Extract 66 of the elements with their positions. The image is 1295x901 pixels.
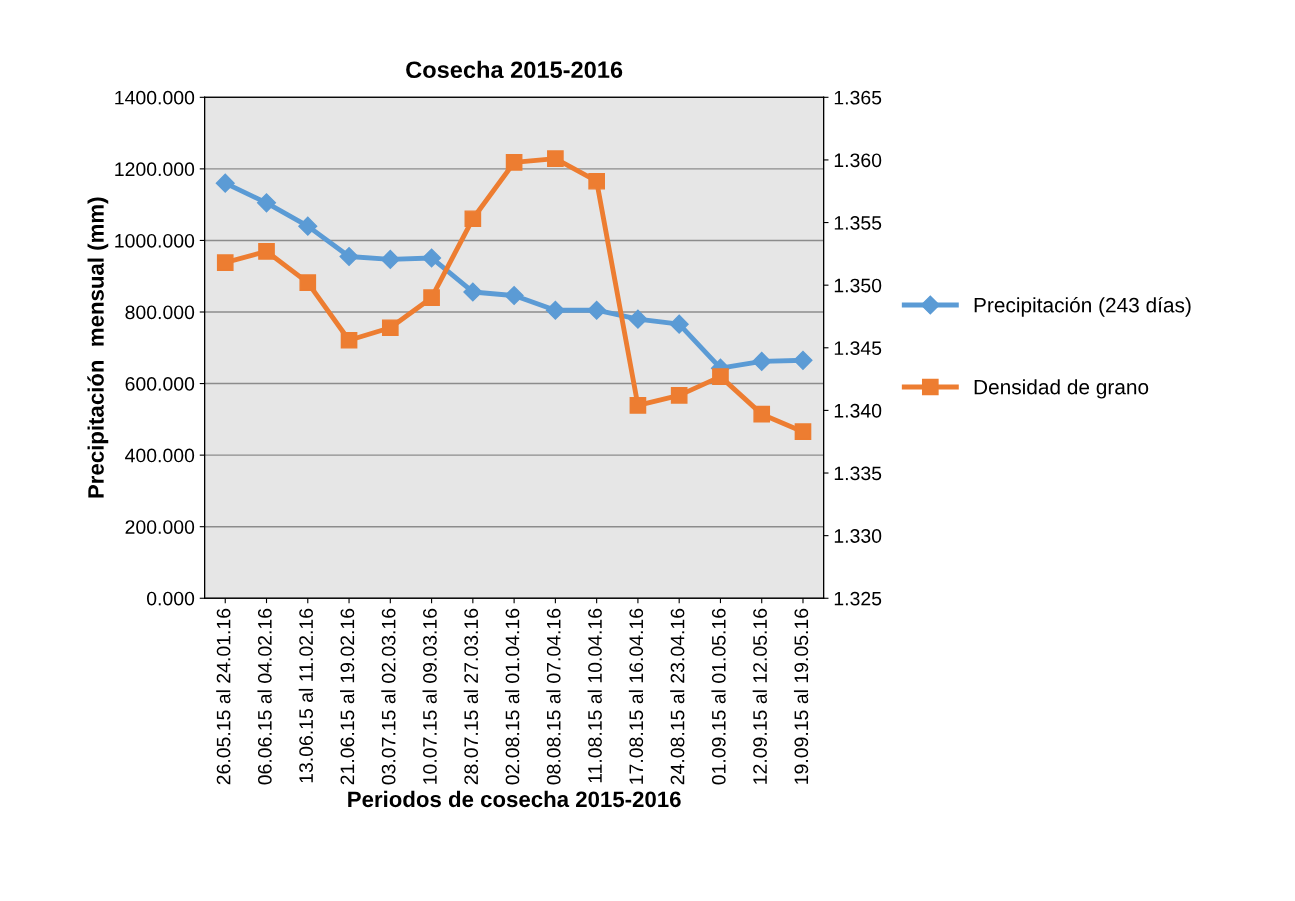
- x-tick-label: 19.09.15 al 19.05.16: [793, 608, 809, 784]
- point: [588, 172, 605, 190]
- point: [464, 210, 482, 228]
- point: [381, 319, 399, 337]
- point: [215, 173, 235, 193]
- point: [794, 423, 812, 441]
- x-tick-label: 21.06.15 al 19.02.16: [339, 608, 355, 785]
- x-tick-label: 28.07.15 al 27.03.16: [463, 608, 479, 785]
- point: [587, 300, 607, 320]
- x-tick-label: 06.06.15 al 04.02.16: [257, 608, 272, 785]
- y2-tick-label: 1.355: [834, 216, 882, 230]
- point: [669, 314, 689, 334]
- x-tick-label: 12.09.15 al 12.05.16: [752, 608, 767, 784]
- point: [629, 397, 647, 414]
- legend-label: Precipitación (243 días): [974, 296, 1191, 317]
- point: [504, 286, 524, 306]
- x-axis-title: Periodos de cosecha 2015-2016: [348, 790, 681, 808]
- y2-tick-label: 1.350: [834, 278, 882, 293]
- y-tick-label: 400.000: [125, 448, 195, 463]
- x-tick-label: 02.08.15 al 01.04.16: [505, 608, 520, 785]
- x-tick-label: 03.07.15 al 02.03.16: [381, 608, 396, 785]
- y2-tick-label: 1.360: [834, 153, 882, 168]
- point: [505, 154, 523, 171]
- point: [423, 289, 440, 307]
- x-tick-label: 24.08.15 al 23.04.16: [670, 608, 685, 785]
- point: [422, 248, 442, 268]
- point: [258, 243, 275, 260]
- point: [753, 405, 771, 423]
- x-tick-label: 17.08.15 al 16.04.16: [628, 608, 644, 784]
- point: [545, 300, 565, 320]
- point: [298, 216, 318, 236]
- y-tick-label: 1400.000: [115, 90, 195, 105]
- point: [752, 351, 772, 371]
- y2-tick-label: 1.330: [834, 529, 882, 543]
- point: [793, 350, 813, 370]
- point: [712, 368, 729, 385]
- chart-title: Cosecha 2015-2016: [406, 60, 623, 79]
- y2-tick-label: 1.325: [834, 591, 882, 606]
- y-tick-label: 1200.000: [115, 162, 195, 177]
- point: [380, 249, 400, 269]
- y2-tick-label: 1.340: [834, 403, 882, 418]
- x-tick-label: 13.06.15 al 11.02.16: [298, 608, 313, 783]
- point: [256, 193, 277, 213]
- x-tick-label: 08.08.15 al 07.04.16: [546, 608, 561, 785]
- point: [340, 331, 358, 349]
- y-tick-label: 200.000: [125, 520, 195, 534]
- point: [216, 254, 234, 271]
- point: [463, 282, 483, 302]
- x-tick-label: 10.07.15 al 09.03.16: [422, 608, 437, 784]
- y-axis-title: Precipitación mensual (mm): [87, 197, 109, 498]
- x-tick-label: 11.08.15 al 10.04.16: [587, 608, 602, 783]
- y-tick-label: 1000.000: [115, 233, 195, 248]
- point: [339, 247, 359, 267]
- point: [628, 309, 648, 329]
- legend-label: Densidad de grano: [974, 379, 1149, 399]
- y-tick-label: 0.000: [146, 591, 195, 606]
- y-tick-label: 600.000: [125, 377, 195, 391]
- y2-tick-label: 1.345: [834, 341, 882, 356]
- point: [547, 150, 564, 168]
- x-tick-label: 26.05.15 al 24.01.16: [216, 608, 231, 785]
- point: [299, 274, 317, 291]
- y2-tick-label: 1.365: [834, 90, 882, 105]
- y2-tick-label: 1.335: [834, 466, 882, 481]
- x-tick-label: 01.09.15 al 01.05.16: [711, 608, 726, 785]
- y-tick-label: 800.000: [125, 305, 195, 320]
- point: [670, 387, 688, 404]
